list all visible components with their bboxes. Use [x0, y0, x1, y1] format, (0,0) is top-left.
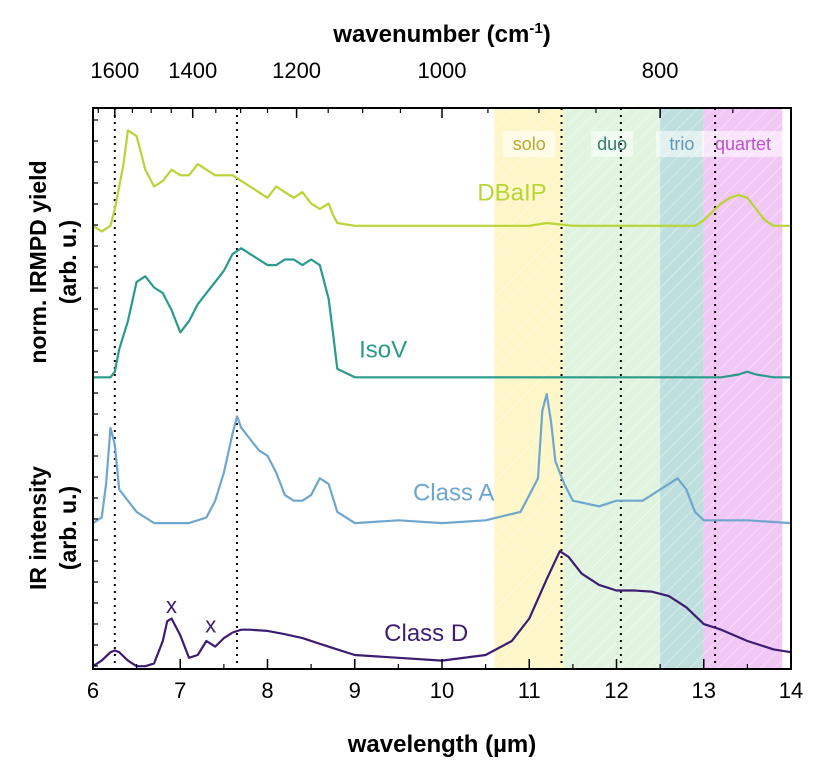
- series-label: Class D: [384, 620, 468, 647]
- top-tick-label: 800: [642, 58, 679, 83]
- series-line-class-a: [92, 393, 792, 525]
- y-axis-title-upper-line2: (arb. u.): [55, 220, 81, 304]
- band-label-duo: duo: [597, 134, 627, 154]
- x-tick-label: 6: [87, 678, 99, 703]
- x-axis-title: wavelength (µm): [347, 731, 537, 758]
- spectra-lines: [92, 129, 792, 668]
- band-hatch-duo: [564, 108, 661, 669]
- series-label: DBaIP: [477, 180, 546, 207]
- top-tick-label: 1000: [418, 58, 467, 83]
- band-label-bg-solo: [503, 131, 556, 157]
- x-tick-label: 13: [692, 678, 716, 703]
- band-label-bg-trio: [655, 131, 708, 157]
- x-tick-label: 9: [349, 678, 361, 703]
- series-label: Class A: [413, 480, 494, 507]
- band-label-quartet: quartet: [715, 134, 771, 154]
- band-label-bg-duo: [591, 131, 634, 157]
- spectral-band-regions: solo duo trio quartet: [494, 108, 785, 669]
- dotted-marker-lines: [113, 108, 717, 669]
- y-axis-title-lower-line2: (arb. u.): [55, 486, 81, 570]
- band-label-trio: trio: [669, 134, 694, 154]
- band-hatch-trio: [660, 108, 704, 669]
- y-axis-title-upper-line1: norm. IRMPD yield: [25, 160, 51, 363]
- band-label-solo: solo: [513, 134, 546, 154]
- x-tick-label: 14: [779, 678, 803, 703]
- series-line-dbaip: [92, 129, 791, 233]
- x-tick-label: 8: [261, 678, 273, 703]
- top-tick-label: 1200: [272, 58, 321, 83]
- band-hatch-quartet: [703, 108, 783, 669]
- axes: 6 7 8 9 10 11 12 13 14 1600 1400 1200 1000 800: [87, 58, 803, 703]
- x-tick-label: 12: [604, 678, 628, 703]
- annotation-label: x: [205, 613, 216, 638]
- series-labels: DBaIP IsoV Class A Class D x x: [166, 180, 547, 647]
- top-tick-label: 1600: [90, 58, 139, 83]
- x-tick-label: 7: [174, 678, 186, 703]
- y-axis-title-lower-line1: IR intensity: [25, 466, 51, 590]
- series-label: IsoV: [359, 337, 407, 364]
- top-axis-title: wavenumber (cm-1): [332, 20, 550, 48]
- x-tick-label: 11: [518, 678, 541, 703]
- annotation-label: x: [166, 593, 177, 618]
- top-tick-label: 1400: [168, 58, 217, 83]
- band-hatch-solo: [494, 108, 565, 669]
- series-line-isov: [93, 247, 791, 379]
- x-tick-label: 10: [430, 678, 454, 703]
- series-line-class-d: [92, 550, 792, 668]
